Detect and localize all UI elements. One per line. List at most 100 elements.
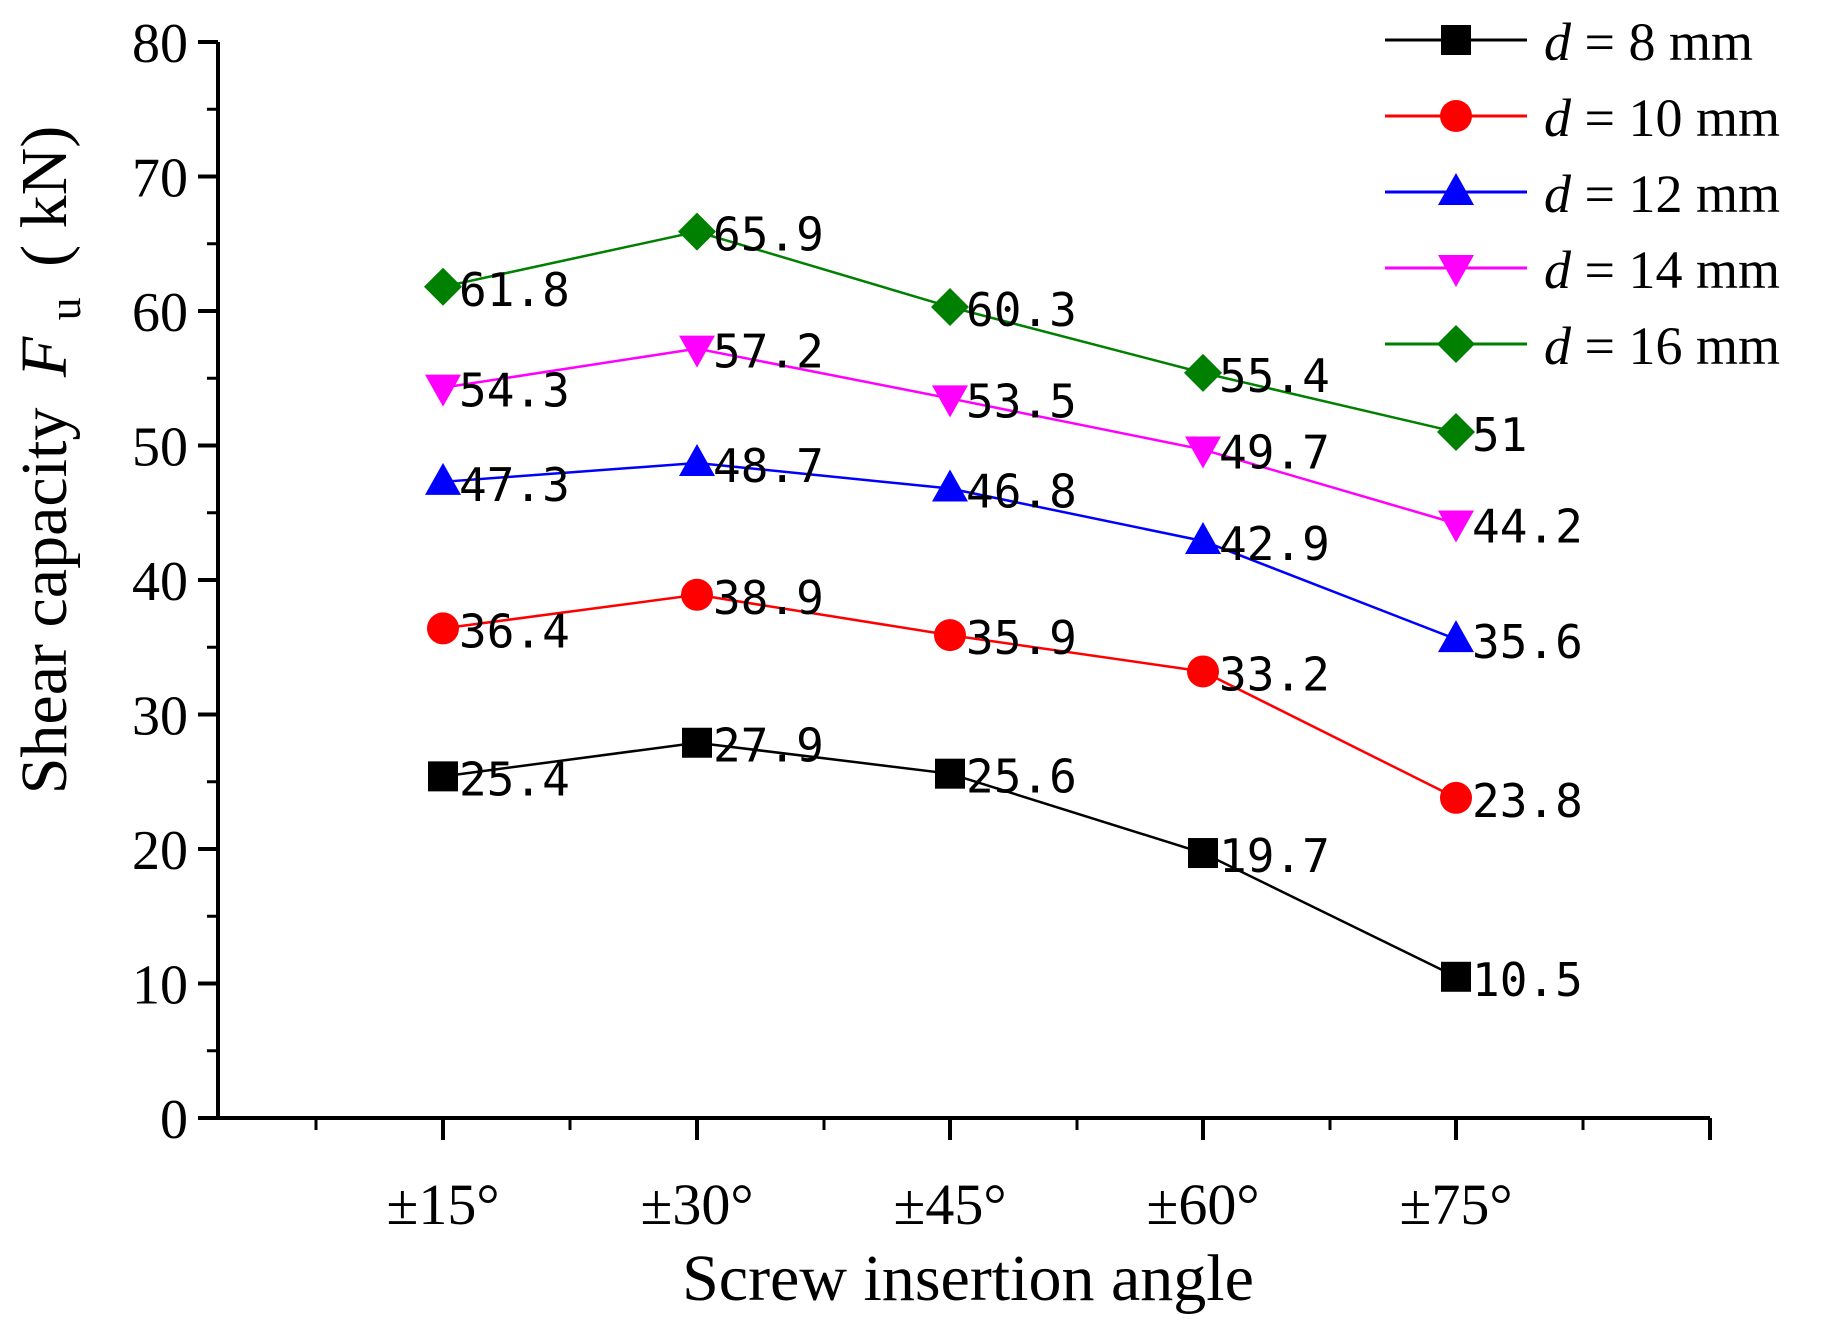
data-point bbox=[424, 267, 462, 306]
data-label: 42.9 bbox=[1219, 517, 1330, 571]
data-label: 48.7 bbox=[713, 439, 824, 493]
legend-marker bbox=[1438, 255, 1474, 287]
y-tick-label: 70 bbox=[132, 148, 188, 210]
data-label: 35.9 bbox=[966, 611, 1077, 665]
data-label: 54.3 bbox=[459, 364, 570, 418]
legend-text: = 10 mm bbox=[1571, 88, 1780, 148]
data-point bbox=[1185, 521, 1221, 554]
legend-text: = 8 mm bbox=[1571, 12, 1753, 72]
data-label: 51 bbox=[1472, 408, 1527, 462]
data-label: 19.7 bbox=[1219, 829, 1330, 883]
y-tick-label: 0 bbox=[160, 1089, 188, 1151]
y-axis-title-variable: F bbox=[8, 336, 81, 378]
x-tick-label: ±30° bbox=[640, 1172, 753, 1237]
legend-marker bbox=[1438, 173, 1474, 205]
data-label: 60.3 bbox=[966, 283, 1077, 337]
data-label: 53.5 bbox=[966, 374, 1077, 428]
data-label: 25.4 bbox=[459, 752, 570, 806]
legend-label: d = 8 mm bbox=[1544, 12, 1753, 72]
y-axis-title-prefix: Shear capacity bbox=[8, 408, 81, 795]
x-tick-label: ±15° bbox=[386, 1172, 499, 1237]
data-label: 35.6 bbox=[1472, 615, 1583, 669]
legend-label: d = 16 mm bbox=[1544, 316, 1780, 376]
data-point bbox=[1184, 353, 1222, 392]
data-point bbox=[932, 469, 968, 502]
series-3 bbox=[425, 443, 1474, 653]
data-label: 38.9 bbox=[713, 571, 824, 625]
y-axis-title-subscript: u bbox=[39, 297, 90, 320]
series-layer bbox=[424, 212, 1475, 992]
legend-variable: d bbox=[1544, 88, 1572, 148]
data-point bbox=[932, 385, 968, 418]
x-tick-label: ±60° bbox=[1146, 1172, 1259, 1237]
legend-entry: d = 10 mm bbox=[1385, 88, 1780, 148]
data-label: 27.9 bbox=[713, 719, 824, 773]
y-tick-label: 50 bbox=[132, 417, 188, 479]
data-label: 33.2 bbox=[1219, 647, 1330, 701]
data-labels: 25.4 27.9 25.6 19.7 10.5 36.4 38.9 35.9 33.2 23.8… bbox=[459, 208, 1583, 1007]
data-label: 10.5 bbox=[1472, 953, 1583, 1007]
y-tick-label: 60 bbox=[132, 282, 188, 344]
data-label: 25.6 bbox=[966, 750, 1077, 804]
legend-marker bbox=[1440, 100, 1472, 132]
data-point bbox=[934, 619, 966, 652]
legend: d = 8 mmd = 10 mmd = 12 mmd = 14 mmd = 1… bbox=[1385, 12, 1780, 376]
y-tick-label: 30 bbox=[132, 686, 188, 748]
legend-text: = 14 mm bbox=[1571, 240, 1780, 300]
legend-variable: d bbox=[1544, 164, 1572, 224]
y-axis-title-unit: ( kN) bbox=[8, 126, 81, 267]
legend-variable: d bbox=[1544, 316, 1572, 376]
data-point bbox=[931, 287, 969, 326]
x-tick-label: ±45° bbox=[893, 1172, 1006, 1237]
data-label: 36.4 bbox=[459, 604, 570, 658]
legend-label: d = 14 mm bbox=[1544, 240, 1780, 300]
legend-text: = 16 mm bbox=[1571, 316, 1780, 376]
data-label: 57.2 bbox=[713, 325, 824, 379]
data-label: 55.4 bbox=[1219, 349, 1330, 403]
legend-entry: d = 16 mm bbox=[1385, 316, 1780, 376]
data-point bbox=[682, 727, 712, 758]
data-label: 61.8 bbox=[459, 263, 570, 317]
data-label: 65.9 bbox=[713, 208, 824, 262]
y-tick-label: 40 bbox=[132, 551, 188, 613]
series-4 bbox=[425, 335, 1474, 543]
data-label: 47.3 bbox=[459, 458, 570, 512]
data-point bbox=[1440, 781, 1472, 814]
data-point bbox=[1438, 510, 1474, 543]
data-label: 49.7 bbox=[1219, 426, 1330, 480]
data-label: 46.8 bbox=[966, 465, 1077, 519]
y-axis-title: Shear capacity F u ( kN) bbox=[8, 126, 95, 795]
data-point bbox=[425, 462, 461, 495]
data-point bbox=[427, 612, 459, 645]
data-point bbox=[1188, 838, 1218, 869]
data-point bbox=[678, 212, 716, 251]
data-label: 23.8 bbox=[1472, 774, 1583, 828]
y-tick-label: 10 bbox=[132, 955, 188, 1017]
data-point bbox=[679, 443, 715, 476]
series-2 bbox=[427, 578, 1472, 814]
x-axis-title: Screw insertion angle bbox=[682, 1242, 1254, 1315]
legend-entry: d = 12 mm bbox=[1385, 164, 1780, 224]
y-tick-label: 80 bbox=[132, 13, 188, 75]
data-point bbox=[425, 374, 461, 407]
series-1 bbox=[428, 727, 1471, 992]
data-point bbox=[679, 335, 715, 368]
data-point bbox=[681, 578, 713, 611]
data-point bbox=[1441, 961, 1471, 992]
data-point bbox=[1185, 436, 1221, 469]
legend-marker bbox=[1441, 25, 1471, 55]
legend-marker bbox=[1437, 325, 1475, 363]
legend-variable: d bbox=[1544, 12, 1572, 72]
legend-entry: d = 14 mm bbox=[1385, 240, 1780, 300]
data-point bbox=[1437, 413, 1475, 452]
data-point bbox=[1187, 655, 1219, 688]
data-point bbox=[935, 758, 965, 789]
data-point bbox=[1438, 620, 1474, 653]
legend-text: = 12 mm bbox=[1571, 164, 1780, 224]
legend-entry: d = 8 mm bbox=[1385, 12, 1753, 72]
legend-variable: d bbox=[1544, 240, 1572, 300]
x-tick-label: ±75° bbox=[1399, 1172, 1512, 1237]
y-tick-label: 20 bbox=[132, 820, 188, 882]
legend-label: d = 12 mm bbox=[1544, 164, 1780, 224]
